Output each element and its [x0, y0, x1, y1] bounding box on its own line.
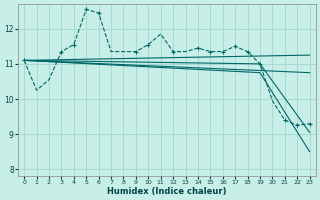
X-axis label: Humidex (Indice chaleur): Humidex (Indice chaleur) — [107, 187, 227, 196]
